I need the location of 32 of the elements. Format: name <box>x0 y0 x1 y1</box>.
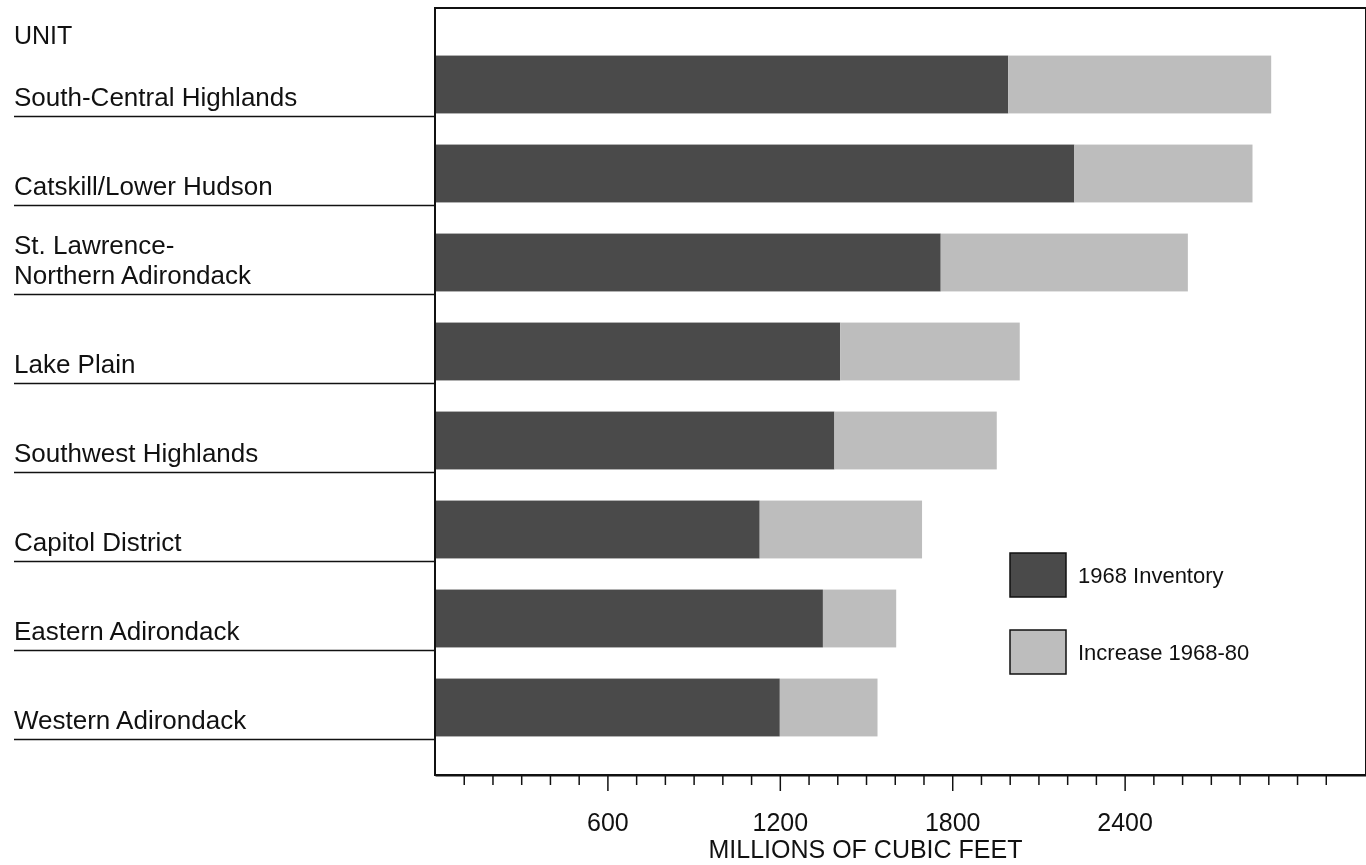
x-tick-label: 2400 <box>1097 807 1153 836</box>
bar <box>822 589 897 648</box>
bar <box>435 55 1009 114</box>
y-axis-title: UNIT <box>14 21 73 49</box>
legend-label: Increase 1968-80 <box>1078 640 1250 665</box>
bar <box>1008 55 1272 114</box>
x-tick-label: 1800 <box>924 807 981 836</box>
y-tick-label: Western Adirondack <box>14 705 248 736</box>
bar <box>435 233 941 292</box>
bar <box>779 678 878 737</box>
x-axis-title: MILLIONS OF CUBIC FEET <box>708 835 1023 863</box>
x-tick-label: 1200 <box>752 807 809 836</box>
y-tick-label: Eastern Adirondack <box>14 616 241 647</box>
bar <box>435 411 835 470</box>
bar <box>435 500 760 559</box>
bar <box>1074 144 1253 203</box>
y-tick-label: Catskill/Lower Hudson <box>14 171 273 202</box>
y-tick-label: Southwest Highlands <box>14 438 259 469</box>
bar <box>834 411 997 470</box>
y-tick-label: Capitol District <box>14 527 183 558</box>
bar <box>435 678 780 737</box>
y-tick-label: South-Central Highlands <box>14 82 298 113</box>
x-tick-label: 600 <box>587 807 629 836</box>
bar <box>435 144 1075 203</box>
bar <box>940 233 1188 292</box>
bar <box>435 589 823 648</box>
y-tick-label: Lake Plain <box>14 349 136 380</box>
bar <box>759 500 923 559</box>
legend-label: 1968 Inventory <box>1078 563 1224 588</box>
bar <box>435 322 841 381</box>
y-tick-label: St. Lawrence-Northern Adirondack <box>14 230 253 291</box>
bar <box>840 322 1020 381</box>
